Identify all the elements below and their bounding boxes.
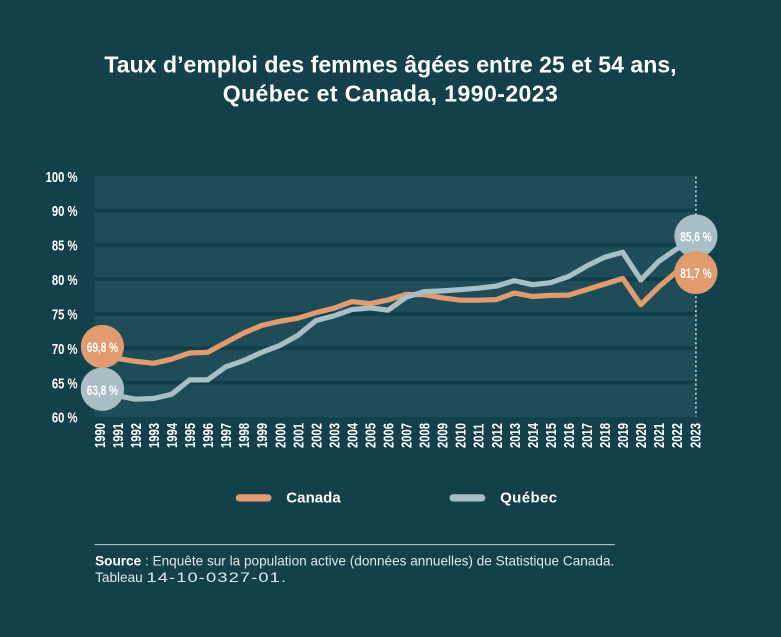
svg-text:1990: 1990: [91, 423, 108, 448]
svg-text:100 %: 100 %: [46, 168, 78, 185]
svg-text:2006: 2006: [380, 423, 397, 448]
svg-text:2013: 2013: [506, 423, 523, 448]
svg-text:80 %: 80 %: [52, 271, 78, 288]
svg-text:2022: 2022: [669, 423, 686, 448]
svg-text:2014: 2014: [524, 422, 541, 448]
svg-text:2010: 2010: [452, 423, 469, 448]
svg-text:2007: 2007: [398, 423, 415, 448]
svg-text:85,6 %: 85,6 %: [680, 229, 712, 245]
svg-text:14-10-0327-01.: 14-10-0327-01.: [147, 570, 288, 585]
svg-text:2001: 2001: [290, 423, 307, 448]
svg-text:1997: 1997: [218, 423, 235, 448]
svg-text:2005: 2005: [362, 423, 379, 448]
svg-text:1993: 1993: [145, 423, 162, 448]
svg-text:Canada: Canada: [286, 489, 341, 506]
svg-text:90 %: 90 %: [52, 203, 78, 220]
svg-text:2020: 2020: [633, 423, 650, 448]
svg-text:Québec et Canada, 1990-2023: Québec et Canada, 1990-2023: [223, 81, 559, 107]
svg-text:Québec: Québec: [500, 489, 557, 506]
svg-text:2019: 2019: [615, 423, 632, 448]
svg-text:Source : Enquête sur la popula: Source : Enquête sur la population activ…: [95, 553, 614, 568]
svg-text:2011: 2011: [470, 424, 487, 448]
svg-text:1999: 1999: [254, 423, 271, 448]
svg-text:69,8 %: 69,8 %: [87, 340, 119, 356]
svg-text:2002: 2002: [308, 423, 325, 448]
svg-text:2004: 2004: [344, 422, 361, 448]
svg-text:60 %: 60 %: [52, 409, 78, 426]
svg-text:1998: 1998: [236, 423, 253, 448]
svg-text:63,8 %: 63,8 %: [87, 382, 119, 398]
svg-text:65 %: 65 %: [52, 375, 78, 392]
svg-text:Tableau: Tableau: [95, 570, 143, 585]
svg-text:85 %: 85 %: [52, 237, 78, 254]
svg-text:1996: 1996: [200, 423, 217, 448]
svg-text:1994: 1994: [163, 422, 180, 448]
svg-text:1991: 1991: [109, 423, 126, 448]
svg-text:Taux d’emploi des femmes âgées: Taux d’emploi des femmes âgées entre 25 …: [104, 52, 676, 78]
svg-text:75 %: 75 %: [52, 306, 78, 323]
svg-text:2015: 2015: [542, 423, 559, 448]
svg-text:2003: 2003: [326, 423, 343, 448]
svg-text:2023: 2023: [687, 423, 704, 448]
svg-text:81,7 %: 81,7 %: [680, 266, 712, 282]
svg-text:2000: 2000: [272, 423, 289, 448]
svg-text:1992: 1992: [127, 423, 144, 448]
svg-text:2018: 2018: [597, 423, 614, 448]
svg-text:1995: 1995: [181, 423, 198, 448]
svg-text:2021: 2021: [651, 423, 668, 448]
svg-text:2016: 2016: [560, 423, 577, 448]
svg-text:70 %: 70 %: [52, 340, 78, 357]
svg-text:2017: 2017: [578, 423, 595, 448]
svg-text:2012: 2012: [488, 423, 505, 448]
svg-text:2008: 2008: [416, 423, 433, 448]
svg-text:2009: 2009: [434, 423, 451, 448]
